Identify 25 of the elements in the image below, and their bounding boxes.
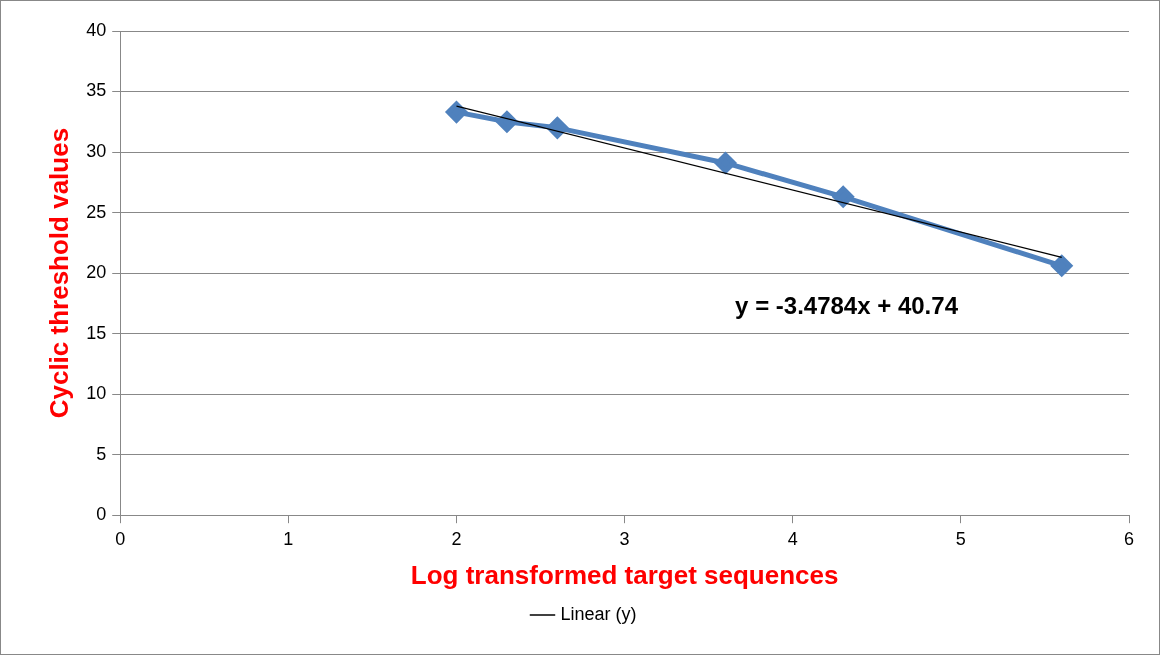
y-tick-label: 40: [86, 19, 107, 40]
y-tick-label: 10: [86, 383, 107, 404]
y-tick-label: 25: [86, 201, 107, 222]
x-tick-label: 6: [1123, 528, 1135, 549]
annotation: y = -3.4784x + 40.74: [735, 291, 959, 319]
x-tick-label: 2: [451, 528, 462, 549]
y-tick-label: 30: [86, 141, 107, 162]
legend-label: Linear (y): [560, 603, 637, 624]
y-axis-title: Cyclic threshold values: [43, 127, 74, 419]
y-tick-label: 35: [86, 80, 107, 101]
x-tick-label: 1: [283, 528, 294, 549]
x-tick-label: 5: [955, 528, 966, 549]
x-axis-title: Log transformed target sequences: [410, 559, 839, 590]
x-tick-label: 4: [787, 528, 798, 549]
x-tick-label: 0: [115, 528, 126, 549]
y-tick-label: 5: [96, 443, 107, 464]
y-tick-label: 20: [86, 262, 107, 283]
point: [714, 152, 736, 174]
point: [1051, 255, 1073, 277]
y-tick-label: 0: [96, 504, 107, 525]
point: [496, 111, 518, 133]
x-tick-label: 3: [619, 528, 630, 549]
point: [445, 101, 467, 123]
y-tick-label: 15: [86, 322, 107, 343]
point: [832, 186, 854, 208]
